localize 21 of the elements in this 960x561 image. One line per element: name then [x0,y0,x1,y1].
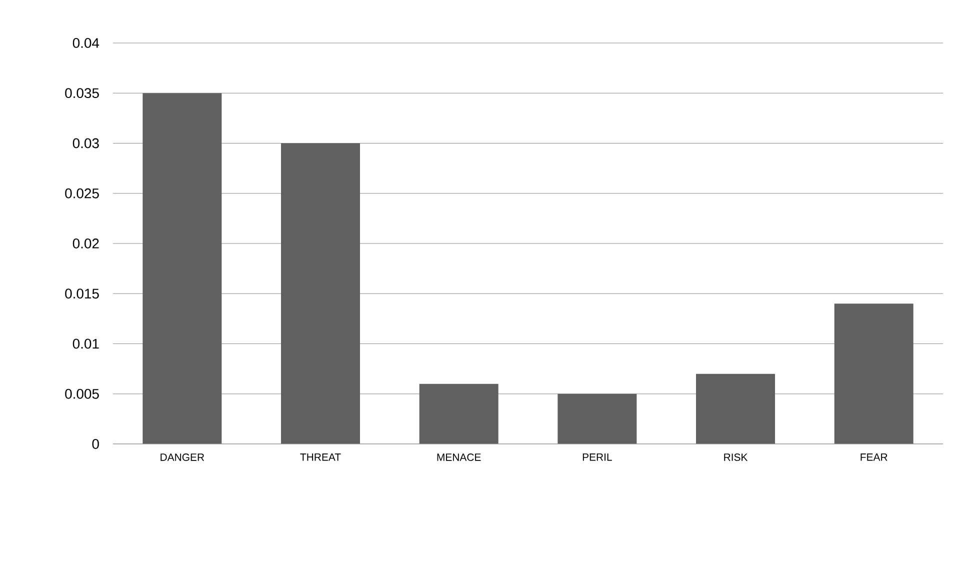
y-tick-label: 0.03 [72,138,99,148]
bar [142,93,222,444]
x-tick-label: PERIL [582,454,612,461]
x-tick-label: THREAT [300,454,341,461]
x-tick-label: DANGER [160,454,204,461]
y-tick-label: 0.005 [65,388,99,399]
x-tick-label: RISK [724,454,748,461]
y-tick-label: 0.04 [72,38,100,48]
y-tick-label: 0.025 [65,188,99,198]
bar [834,304,914,444]
y-tick-label: 0 [92,439,99,449]
bar [419,384,498,444]
bar [558,394,637,444]
y-tick-label: 0.015 [65,288,99,299]
bar [696,374,776,444]
x-tick-label: MENACE [437,454,481,461]
x-tick-label: FEAR [860,454,888,461]
y-tick-label: 0.035 [65,88,99,98]
y-tick-label: 0.02 [72,238,99,248]
bar [281,143,360,444]
y-tick-label: 0.01 [72,338,99,349]
